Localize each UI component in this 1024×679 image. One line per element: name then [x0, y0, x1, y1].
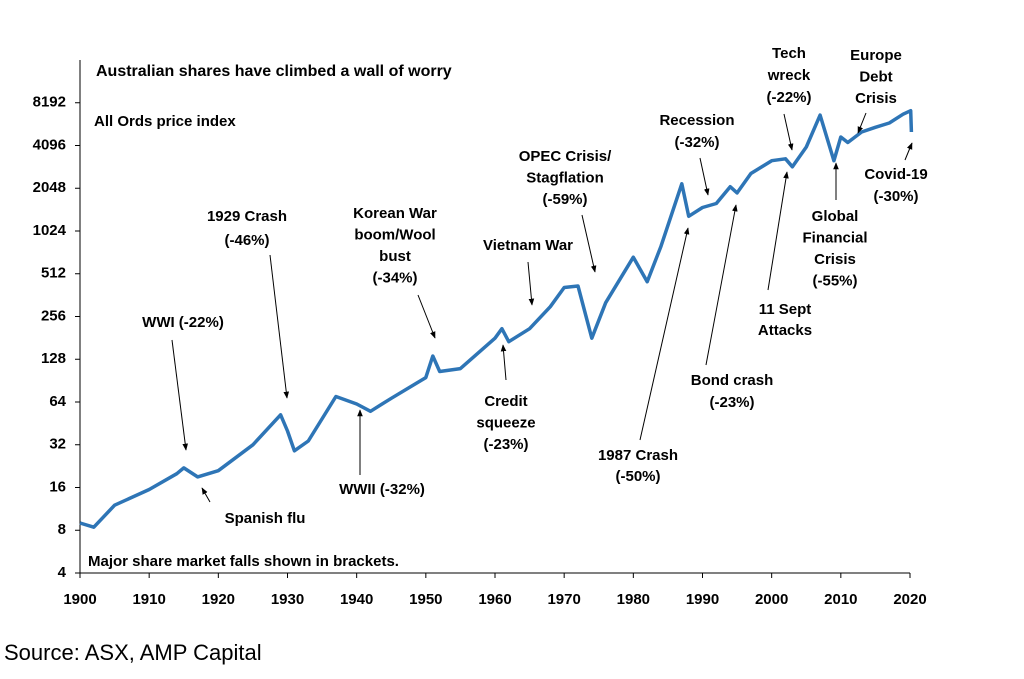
- y-tick-label: 512: [41, 265, 66, 282]
- annotation: (-23%): [709, 394, 754, 411]
- y-tick-label: 4096: [33, 136, 66, 153]
- annotation-arrow: [705, 204, 738, 366]
- annotation: Europe: [850, 47, 902, 64]
- y-tick-label: 4: [58, 564, 67, 581]
- annotation: Spanish flu: [225, 510, 306, 527]
- annotation: Crisis: [814, 251, 856, 268]
- x-tick-label: 1950: [409, 591, 442, 608]
- annotation: Attacks: [758, 322, 812, 339]
- annotation: Tech: [772, 45, 806, 62]
- x-tick-label: 1990: [686, 591, 719, 608]
- annotation: Financial: [802, 229, 867, 246]
- annotation: (-46%): [224, 232, 269, 249]
- annotation: WWII (-32%): [339, 481, 425, 498]
- annotation-arrow: [171, 339, 188, 451]
- annotation: bust: [379, 248, 411, 265]
- annotation-arrow: [699, 157, 710, 196]
- x-tick-label: 2010: [824, 591, 857, 608]
- y-tick-label: 1024: [33, 222, 67, 239]
- annotation: (-50%): [615, 468, 660, 485]
- annotation-arrow: [767, 171, 789, 291]
- annotation-arrow: [581, 214, 597, 273]
- x-tick-label: 1960: [478, 591, 511, 608]
- annotation: Global: [812, 208, 859, 225]
- x-tick-label: 1940: [340, 591, 373, 608]
- x-tick-label: 2000: [755, 591, 788, 608]
- x-tick-label: 2020: [893, 591, 926, 608]
- annotation: WWI (-22%): [142, 314, 224, 331]
- annotation-arrow: [857, 112, 867, 134]
- y-tick-label: 128: [41, 350, 66, 367]
- annotation: (-30%): [873, 188, 918, 205]
- annotation: Vietnam War: [483, 237, 573, 254]
- annotation: (-22%): [766, 89, 811, 106]
- annotation: 11 Sept: [759, 301, 812, 318]
- annotation: Bond crash: [691, 372, 774, 389]
- data-line: [79, 108, 914, 529]
- annotation: Credit: [484, 393, 527, 410]
- annotation-arrow: [201, 487, 211, 503]
- y-tick-label: 16: [49, 478, 66, 495]
- annotation: (-55%): [812, 272, 857, 289]
- y-tick-label: 64: [49, 393, 66, 410]
- chart-subtitle: All Ords price index: [94, 113, 236, 130]
- annotation-arrow: [783, 113, 794, 151]
- y-tick-label: 32: [49, 436, 66, 453]
- annotation: (-34%): [372, 269, 417, 286]
- annotation: 1929 Crash: [207, 208, 287, 225]
- annotation-arrow: [417, 294, 436, 339]
- annotation-arrow: [904, 142, 913, 161]
- annotation-arrow: [269, 254, 290, 399]
- annotation: (-32%): [674, 134, 719, 151]
- annotation: 1987 Crash: [598, 447, 678, 464]
- annotation: OPEC Crisis/: [519, 148, 612, 165]
- x-tick-label: 1900: [63, 591, 96, 608]
- annotation: (-59%): [542, 191, 587, 208]
- y-tick-label: 2048: [33, 179, 66, 196]
- x-tick-label: 1970: [547, 591, 580, 608]
- annotation: Covid-19: [864, 166, 927, 183]
- annotation: Stagflation: [526, 169, 604, 186]
- source: Source: ASX, AMP Capital: [4, 640, 262, 665]
- annotation: squeeze: [476, 414, 535, 431]
- x-tick-label: 1980: [617, 591, 650, 608]
- annotation-arrow: [639, 227, 690, 441]
- y-tick-label: 8: [58, 521, 66, 538]
- annotation: Crisis: [855, 90, 897, 107]
- y-tick-label: 8192: [33, 94, 66, 111]
- annotation: (-23%): [483, 436, 528, 453]
- annotation: Korean War: [353, 205, 437, 222]
- annotation-arrow: [527, 261, 535, 306]
- chart-title: Australian shares have climbed a wall of…: [96, 63, 452, 80]
- y-tick-label: 256: [41, 307, 66, 324]
- annotation: Recession: [659, 112, 734, 129]
- annotation-arrow: [500, 344, 507, 381]
- annotation: boom/Wool: [354, 226, 435, 243]
- x-tick-label: 1910: [132, 591, 165, 608]
- annotation: Debt: [859, 68, 892, 85]
- x-tick-label: 1930: [271, 591, 304, 608]
- x-tick-label: 1920: [202, 591, 235, 608]
- chart-note: Major share market falls shown in bracke…: [88, 553, 399, 570]
- annotation: wreck: [767, 67, 811, 84]
